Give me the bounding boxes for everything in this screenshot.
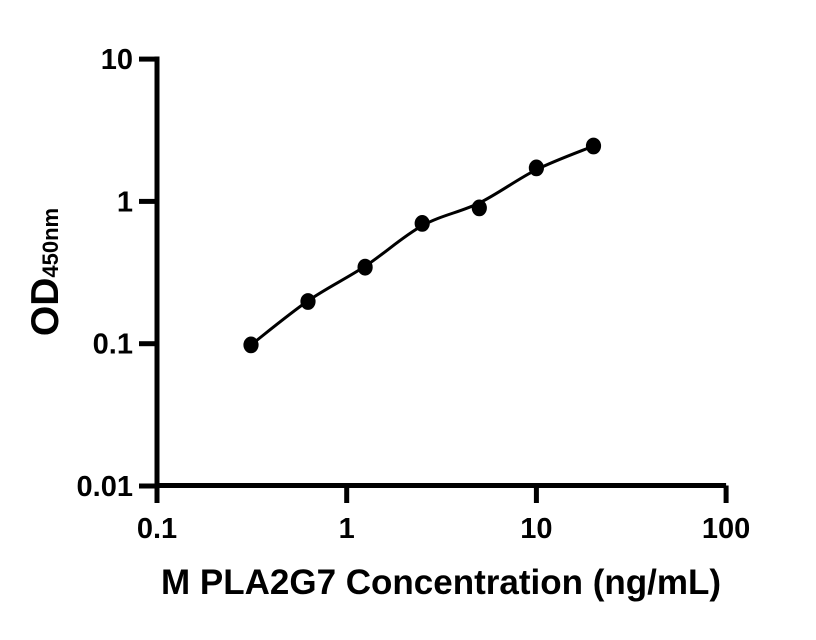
data-point xyxy=(357,258,373,276)
y-axis-title: OD450nm xyxy=(24,208,67,336)
data-point xyxy=(528,159,545,177)
data-point xyxy=(243,336,259,354)
y-tick-label: 0.1 xyxy=(93,329,133,361)
data-point xyxy=(300,293,316,310)
y-axis-title-main: OD xyxy=(24,278,67,337)
plot-layer xyxy=(243,137,602,354)
x-tick-label: 100 xyxy=(702,513,750,545)
y-tick-label: 1 xyxy=(117,186,133,218)
data-point xyxy=(414,215,430,232)
y-tick-label: 0.01 xyxy=(77,471,133,503)
x-tick-label: 10 xyxy=(520,513,552,545)
y-tick-label: 10 xyxy=(101,44,133,76)
x-tick-label: 1 xyxy=(339,513,355,545)
y-axis-title-sub: 450nm xyxy=(38,208,63,278)
x-tick-label: 0.1 xyxy=(137,513,177,545)
data-point xyxy=(585,137,602,155)
axes-layer xyxy=(139,56,729,503)
data-point xyxy=(471,199,487,217)
x-axis-title: M PLA2G7 Concentration (ng/mL) xyxy=(161,563,721,602)
fit-curve xyxy=(249,144,595,347)
